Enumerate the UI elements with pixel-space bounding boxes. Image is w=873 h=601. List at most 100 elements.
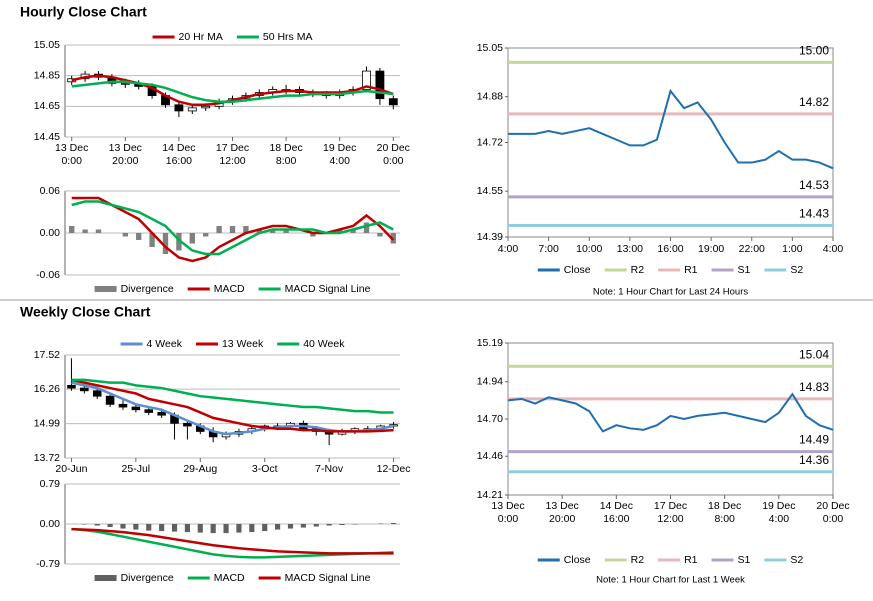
y-tick-label: 0.79 (40, 478, 61, 490)
close-line (508, 88, 834, 170)
legend-label: R2 (631, 264, 645, 276)
candle-body (389, 424, 398, 427)
x-tick-label: 16:00 (657, 243, 683, 255)
divergence-bar (300, 524, 306, 528)
level-label: 14.82 (799, 95, 829, 109)
legend-label: 13 Week (222, 338, 264, 350)
candle-body (67, 384, 76, 389)
x-tick-label: 4:00 (329, 155, 350, 167)
divergence-bar (81, 524, 87, 525)
y-tick-label: 14.21 (477, 489, 503, 501)
candle-body (362, 70, 371, 90)
y-tick-label: 14.55 (477, 185, 503, 197)
legend-label: 20 Hr MA (179, 31, 223, 43)
y-tick-label: 14.46 (477, 450, 503, 462)
divergence-bar (159, 524, 165, 532)
divergence-bar (69, 226, 75, 233)
divergence-bar (256, 229, 262, 233)
divergence-bar (149, 233, 155, 247)
divergence-bar (352, 524, 358, 525)
divergence-bar (339, 524, 345, 526)
divergence-bar (203, 233, 209, 237)
y-tick-label: 14.70 (477, 413, 503, 425)
divergence-bar (197, 524, 203, 533)
divergence-bar (122, 233, 128, 237)
divergence-bar (249, 524, 255, 533)
divergence-bar (146, 524, 152, 531)
candle-body (144, 409, 154, 413)
close-line (507, 392, 834, 433)
y-tick-label: 15.19 (477, 337, 503, 349)
macd-line (71, 200, 394, 256)
legend-label: R1 (684, 264, 698, 276)
y-tick-label: 0.06 (40, 185, 61, 197)
divergence-bar (310, 233, 316, 237)
divergence-bar (350, 229, 356, 233)
divergence-bar (223, 524, 229, 534)
x-tick-label: 13 Dec (546, 500, 579, 512)
ma-line (71, 378, 394, 414)
level-label: 14.43 (799, 207, 829, 221)
divergence-bar (363, 222, 370, 233)
x-tick-label: 13:00 (617, 243, 643, 255)
x-tick-label: 4:00 (823, 243, 844, 255)
x-tick-label: 17 Dec (216, 142, 249, 154)
x-tick-label: 0:00 (823, 513, 844, 525)
section-title: Weekly Close Chart (20, 304, 151, 320)
x-tick-label: 8:00 (276, 155, 297, 167)
candle-body (80, 387, 89, 392)
divergence-bar (287, 524, 294, 529)
legend: Divergence MACD MACD Signal Line (94, 283, 371, 295)
x-tick-label: 16:00 (603, 513, 629, 525)
divergence-bar (216, 226, 222, 233)
x-tick-label: 0:00 (61, 155, 82, 167)
y-tick-label: 13.72 (34, 452, 60, 464)
divergence-bar (377, 233, 383, 237)
section-title: Hourly Close Chart (20, 4, 147, 20)
ma-line (71, 80, 394, 103)
x-tick-label: 7:00 (538, 243, 559, 255)
divergence-bar (171, 524, 178, 532)
x-tick-label: 17 Dec (654, 500, 687, 512)
divergence-bar (95, 229, 102, 233)
x-tick-label: 4:00 (769, 513, 790, 525)
x-tick-label: 0:00 (498, 513, 519, 525)
divergence-bar (210, 524, 216, 534)
x-tick-label: 19:00 (698, 243, 724, 255)
legend: 4 Week 13 Week 40 Week (120, 338, 345, 350)
divergence-bar (229, 226, 236, 233)
candle-body (201, 105, 211, 109)
divergence-bar (313, 524, 319, 527)
y-tick-label: 14.99 (34, 417, 60, 429)
y-tick-label: -0.06 (36, 269, 60, 281)
legend-label: MACD (214, 283, 245, 295)
x-tick-label: 8:00 (714, 513, 735, 525)
level-label: 15.00 (799, 43, 829, 57)
y-tick-label: 0.00 (40, 518, 61, 530)
legend-label: S2 (790, 554, 803, 566)
x-tick-label: 3-Oct (252, 463, 278, 475)
divergence-bar (136, 233, 142, 240)
legend-label: MACD Signal Line (285, 283, 371, 295)
macd-line (71, 196, 395, 263)
y-tick-label: 14.85 (34, 69, 60, 81)
y-tick-label: 14.94 (477, 376, 503, 388)
x-tick-label: 10:00 (576, 243, 602, 255)
x-tick-label: 14 Dec (600, 500, 633, 512)
candle-body (157, 412, 166, 416)
candle-body (118, 403, 128, 408)
legend-label: S1 (738, 554, 751, 566)
x-tick-label: 29-Aug (183, 463, 217, 475)
legend: Close R2 R1 S1 S2 (537, 554, 803, 566)
divergence-bar (390, 522, 397, 524)
legend: 20 Hr MA 50 Hrs MA (152, 31, 312, 43)
candle-body (105, 395, 115, 405)
candle-body (120, 82, 130, 85)
candle-body (174, 104, 184, 112)
divergence-bar (283, 229, 289, 233)
x-tick-label: 13 Dec (109, 142, 142, 154)
divergence-bar (262, 524, 268, 532)
candle-body (388, 98, 398, 106)
x-tick-label: 14 Dec (162, 142, 195, 154)
y-tick-label: 14.45 (34, 131, 60, 143)
